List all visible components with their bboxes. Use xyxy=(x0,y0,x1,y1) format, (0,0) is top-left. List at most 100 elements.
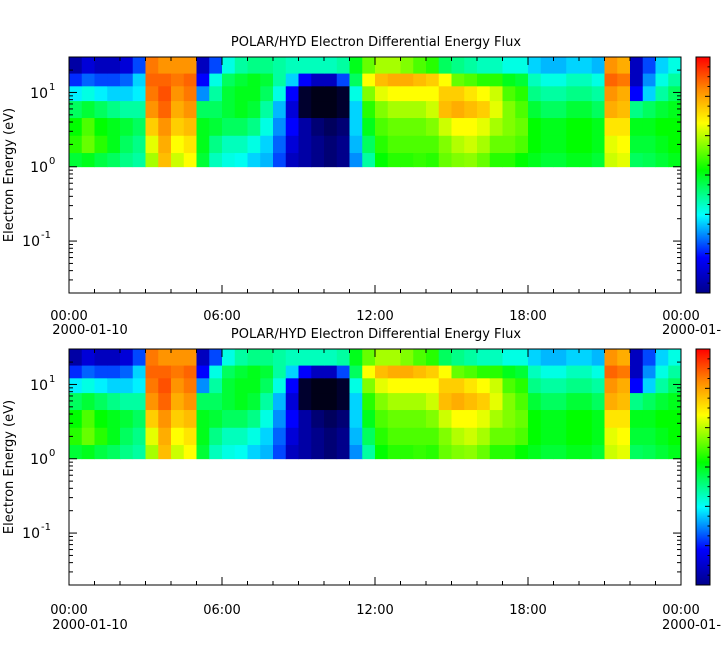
heatmap-cell xyxy=(145,365,159,379)
heatmap-cell xyxy=(591,427,605,446)
heatmap-cell xyxy=(196,85,210,102)
colorbar-ticks xyxy=(705,348,710,586)
heatmap-cell xyxy=(222,57,236,74)
heatmap-cell xyxy=(362,365,376,379)
heatmap-cell xyxy=(222,427,236,446)
heatmap-cell xyxy=(183,365,197,379)
heatmap-cell xyxy=(336,349,350,366)
heatmap-cell xyxy=(451,152,465,168)
heatmap-cell xyxy=(81,117,95,136)
heatmap-cell xyxy=(617,444,631,460)
svg-text:0: 0 xyxy=(49,448,55,459)
heatmap-cell xyxy=(566,100,580,119)
heatmap-cell xyxy=(604,427,618,446)
heatmap-cell xyxy=(298,135,312,154)
svg-text:-1: -1 xyxy=(41,522,51,533)
heatmap-cell xyxy=(285,392,299,411)
heatmap-cell xyxy=(107,444,121,460)
heatmap-cell xyxy=(375,444,389,460)
heatmap-cell xyxy=(94,152,108,168)
heatmap-cell xyxy=(668,117,682,136)
heatmap-cell xyxy=(107,365,121,379)
heatmap-cell xyxy=(426,117,440,136)
heatmap-cell xyxy=(183,117,197,136)
heatmap-cell xyxy=(94,117,108,136)
heatmap-cell xyxy=(94,73,108,87)
heatmap-cell xyxy=(324,135,338,154)
heatmap-cell xyxy=(209,85,223,102)
heatmap-cell xyxy=(553,100,567,119)
heatmap-cell xyxy=(349,73,363,87)
date-end-label: 2000-01- xyxy=(662,323,721,338)
heatmap-cell xyxy=(553,152,567,168)
svg-text:-1: -1 xyxy=(41,230,51,241)
heatmap-cell xyxy=(234,377,248,394)
heatmap-cell xyxy=(413,135,427,154)
heatmap-cell xyxy=(668,444,682,460)
heatmap-cell xyxy=(477,444,491,460)
heatmap-cell xyxy=(196,73,210,87)
heatmap-cell xyxy=(336,85,350,102)
heatmap-cell xyxy=(107,135,121,154)
heatmap-cell xyxy=(464,444,478,460)
heatmap-cell xyxy=(273,57,287,74)
heatmap-cell xyxy=(298,152,312,168)
heatmap-cell xyxy=(630,73,644,87)
heatmap-cell xyxy=(222,135,236,154)
heatmap-cell xyxy=(579,100,593,119)
heatmap-cell xyxy=(528,349,542,366)
heatmap-cell xyxy=(668,152,682,168)
heatmap-cell xyxy=(183,85,197,102)
heatmap-cell xyxy=(604,73,618,87)
heatmap-cell xyxy=(158,135,172,154)
heatmap-cell xyxy=(400,427,414,446)
heatmap-cell xyxy=(298,349,312,366)
heatmap-cell xyxy=(642,85,656,102)
heatmap-cell xyxy=(69,57,83,74)
heatmap-cell xyxy=(566,85,580,102)
heatmap-cell xyxy=(222,117,236,136)
heatmap-cell xyxy=(196,392,210,411)
heatmap-cell xyxy=(413,73,427,87)
heatmap-cell xyxy=(260,377,274,394)
heatmap-cell xyxy=(617,377,631,394)
heatmap-cell xyxy=(247,100,261,119)
heatmap-cell xyxy=(387,392,401,411)
heatmap-cell xyxy=(579,73,593,87)
heatmap-cell xyxy=(107,392,121,411)
heatmap-cell xyxy=(183,409,197,428)
heatmap-cell xyxy=(158,365,172,379)
heatmap-cell xyxy=(362,349,376,366)
heatmap-cell xyxy=(553,427,567,446)
heatmap-cell xyxy=(477,57,491,74)
heatmap-cell xyxy=(387,409,401,428)
heatmap-cell xyxy=(158,117,172,136)
heatmap-cell xyxy=(324,349,338,366)
heatmap-cell xyxy=(375,365,389,379)
x-tick-label-1800: 18:00 xyxy=(509,309,546,324)
heatmap-cell xyxy=(349,57,363,74)
heatmap-cell xyxy=(209,100,223,119)
heatmap-cell xyxy=(566,57,580,74)
heatmap-cell xyxy=(285,349,299,366)
heatmap-cell xyxy=(426,377,440,394)
heatmap-cell xyxy=(489,73,503,87)
heatmap-cell xyxy=(400,444,414,460)
heatmap-cell xyxy=(630,135,644,154)
x-tick-label-0600: 06:00 xyxy=(203,309,240,324)
heatmap-cell xyxy=(502,392,516,411)
chart-title: POLAR/HYD Electron Differential Energy F… xyxy=(231,327,521,342)
x-tick-label-2400: 00:00 xyxy=(662,603,699,618)
heatmap-cell xyxy=(617,409,631,428)
heatmap-cell xyxy=(247,365,261,379)
heatmap-cell xyxy=(107,349,121,366)
heatmap-cell xyxy=(132,73,146,87)
heatmap-cell xyxy=(171,377,185,394)
heatmap-cell xyxy=(566,73,580,87)
heatmap-cell xyxy=(362,409,376,428)
heatmap-cell xyxy=(617,152,631,168)
heatmap-cell xyxy=(273,349,287,366)
heatmap-cell xyxy=(591,117,605,136)
heatmap-cell xyxy=(273,377,287,394)
heatmap-cell xyxy=(234,117,248,136)
